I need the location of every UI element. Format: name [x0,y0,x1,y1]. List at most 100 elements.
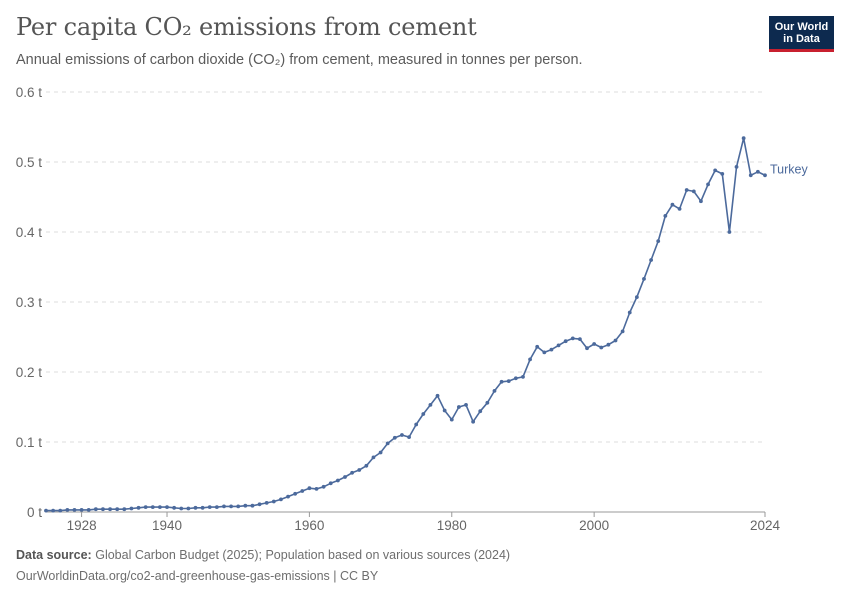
x-tick-label: 1980 [437,518,467,533]
data-point [741,136,746,141]
data-point [385,441,390,446]
data-point [250,503,255,508]
data-point [513,376,518,381]
data-point [706,182,710,187]
data-point [599,345,604,350]
data-point [371,455,376,460]
data-point [663,214,668,218]
data-point [286,494,290,499]
chart-subtitle: Annual emissions of carbon dioxide (CO₂)… [16,52,583,68]
data-point [328,481,333,486]
x-tick-label: 1940 [152,518,182,533]
data-point [606,342,611,347]
data-point [222,504,226,509]
data-point [150,505,155,509]
y-tick-label: 0.2 t [16,365,43,380]
data-point [72,508,77,512]
data-point [108,507,112,512]
data-point [442,408,447,413]
data-point [44,508,48,513]
data-point [236,504,241,509]
data-point [464,403,468,407]
data-point [542,350,547,355]
data-point [748,173,753,178]
data-point [691,189,696,194]
data-point [314,487,319,491]
y-tick-label: 0.1 t [16,435,43,450]
data-point [613,338,618,343]
data-point [699,199,703,204]
data-point [186,506,191,511]
owid-logo[interactable]: Our World in Data [769,16,834,52]
data-point [407,435,411,439]
data-point [684,188,689,192]
source-link[interactable]: OurWorldinData.org/co2-and-greenhouse-ga… [16,569,379,583]
data-point [471,419,476,424]
data-point [257,502,262,507]
data-point [392,435,397,440]
data-point [492,389,497,393]
data-point [642,277,646,281]
data-point [136,505,141,510]
data-point [264,501,269,505]
data-point [449,417,454,422]
data-point [556,343,561,348]
y-tick-label: 0.5 t [16,155,43,170]
data-point [421,412,426,416]
chart-title: Per capita CO₂ emissions from cement [16,13,477,41]
data-point [713,168,718,173]
y-tick-label: 0 t [27,505,42,520]
data-point [79,508,84,512]
data-point [321,484,326,489]
x-tick-label: 1928 [67,518,97,533]
data-point [549,347,554,352]
data-point [428,403,433,407]
data-point [563,339,568,344]
y-tick-label: 0.3 t [16,295,43,310]
data-point [670,202,675,207]
data-source-note: Data source: Global Carbon Budget (2025)… [16,548,510,562]
data-point [271,499,276,504]
data-point [300,489,305,493]
data-point [65,508,70,512]
data-point [414,422,419,427]
data-point [243,503,248,508]
data-point [158,505,162,509]
data-point [627,310,632,315]
data-point [456,405,461,409]
data-point [649,258,653,262]
series-label: Turkey [770,162,808,176]
data-point [528,357,532,362]
data-point [720,172,725,176]
data-point [478,409,483,414]
data-point [279,497,283,502]
data-point [293,491,298,496]
data-point [165,505,169,509]
data-point [506,379,511,383]
data-point [734,165,739,169]
x-tick-label: 2000 [579,518,609,533]
data-point [763,173,767,178]
data-point [51,508,56,513]
data-point [378,450,383,455]
data-point [435,393,440,398]
data-point [229,504,233,509]
data-point [535,344,540,349]
data-point [207,505,212,509]
data-point [521,375,525,379]
data-point [570,336,575,341]
data-point [93,507,98,512]
y-tick-label: 0.6 t [16,85,43,100]
data-point [400,433,404,437]
data-source-text: Global Carbon Budget (2025); Population … [95,548,511,562]
logo-line-2: in Data [783,33,820,45]
data-point [677,207,682,211]
data-point [179,506,184,511]
data-point [307,486,312,491]
data-point [350,470,355,475]
data-point [214,505,219,509]
logo-line-1: Our World [774,21,829,33]
data-point [172,505,177,510]
data-point [592,342,597,346]
